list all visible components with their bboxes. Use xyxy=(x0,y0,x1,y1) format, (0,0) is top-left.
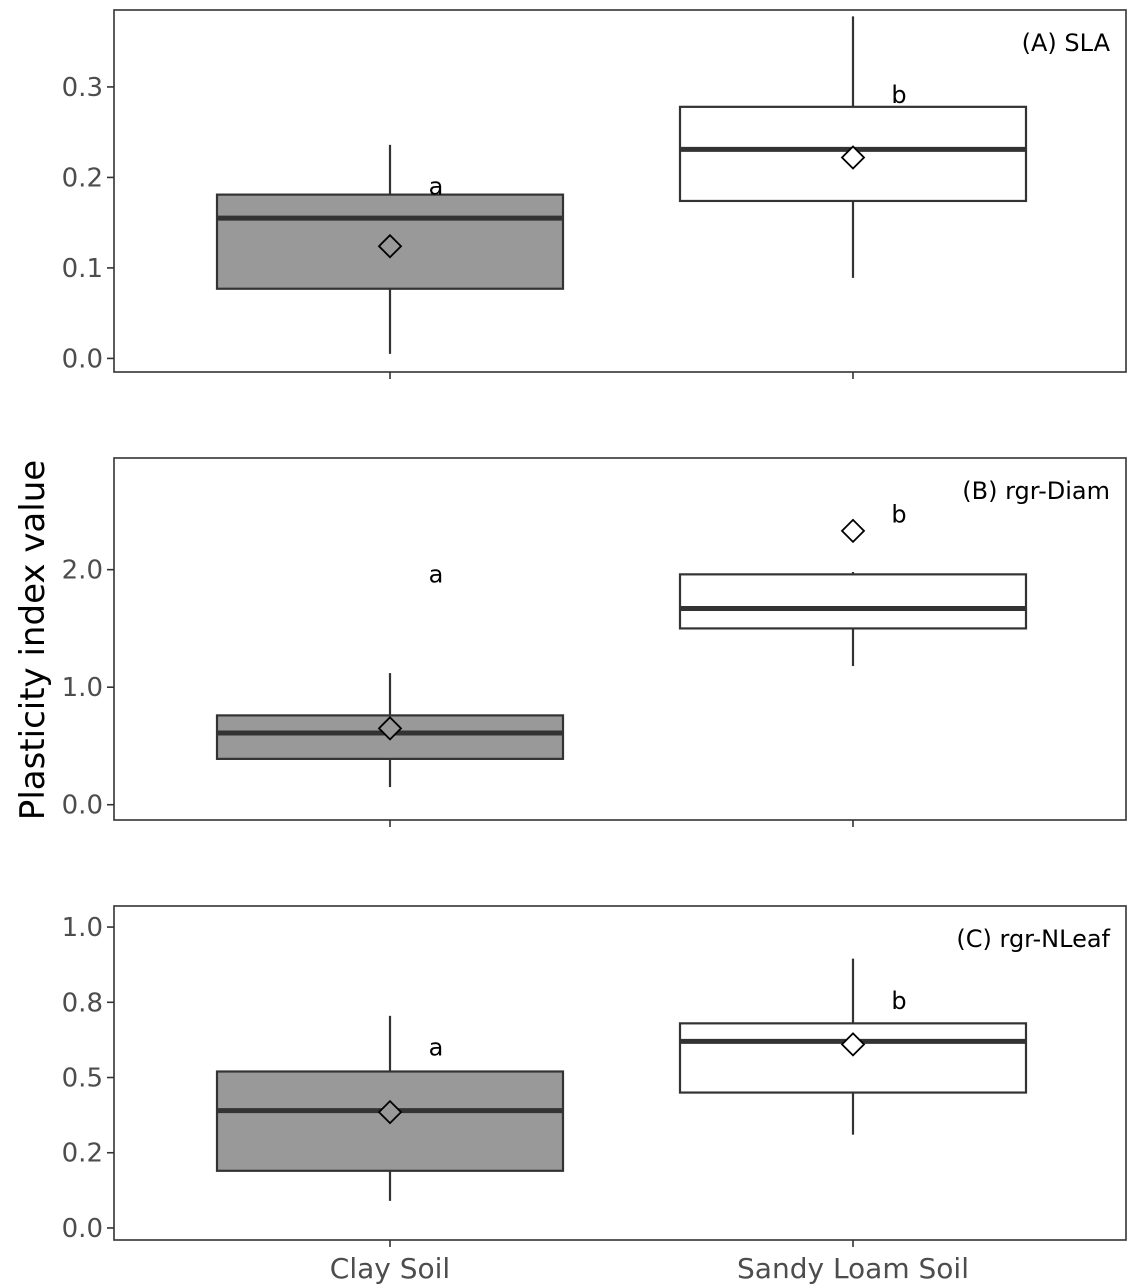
significance-letter: a xyxy=(429,560,444,588)
y-tick-label: 0.2 xyxy=(62,163,103,193)
panel-title: (A) SLA xyxy=(1022,29,1111,57)
mean-marker xyxy=(377,1099,403,1125)
y-tick-label: 0.2 xyxy=(62,1139,103,1169)
y-axis-label: Plasticity index value xyxy=(13,460,53,820)
panel-title: (B) rgr-Diam xyxy=(962,477,1110,505)
significance-letter: a xyxy=(429,1033,444,1061)
significance-letter: b xyxy=(891,81,906,109)
mean-marker xyxy=(840,1032,866,1057)
box-clay-soil: a xyxy=(215,1015,565,1201)
mean-marker xyxy=(377,233,403,259)
y-tick-label: 1.0 xyxy=(62,673,103,703)
y-tick-label: 0.8 xyxy=(62,988,103,1018)
box-clay-soil: a xyxy=(215,560,565,788)
box-sandy-loam-soil: b xyxy=(678,500,1028,667)
panel-1: 0.0 0.1 0.2 0.3 (A) SLA a b xyxy=(62,9,1127,379)
significance-letter: a xyxy=(429,172,444,200)
iqr-box xyxy=(678,573,1028,630)
y-tick-label: 0.1 xyxy=(62,254,103,284)
y-tick-label: 0.3 xyxy=(62,73,103,103)
box-sandy-loam-soil: b xyxy=(678,16,1028,278)
panel-border xyxy=(113,905,1127,1241)
significance-letter: b xyxy=(891,500,906,528)
y-tick-label: 0.5 xyxy=(62,1064,103,1094)
y-tick-label: 0.0 xyxy=(62,344,103,374)
panel-2: 0.0 1.0 2.0 (B) rgr-Diam a b xyxy=(62,457,1127,827)
x-category-label: Sandy Loam Soil xyxy=(737,1252,969,1285)
significance-letter: b xyxy=(891,987,906,1015)
y-tick-label: 0.0 xyxy=(62,791,103,821)
box-sandy-loam-soil: b xyxy=(678,958,1028,1135)
panel-3: 0.0 0.2 0.5 0.8 1.0 (C) rgr-NLeaf a b xyxy=(62,905,1127,1247)
x-category-label: Clay Soil xyxy=(330,1252,450,1285)
box-clay-soil: a xyxy=(215,144,565,354)
y-tick-label: 2.0 xyxy=(62,556,103,586)
y-tick-label: 1.0 xyxy=(62,913,103,943)
panel-title: (C) rgr-NLeaf xyxy=(956,925,1110,953)
mean-marker xyxy=(840,145,866,170)
y-tick-label: 0.0 xyxy=(62,1214,103,1244)
panel-border xyxy=(113,9,1127,373)
mean-marker xyxy=(377,716,403,741)
panel-border xyxy=(113,457,1127,821)
mean-marker xyxy=(840,518,866,544)
